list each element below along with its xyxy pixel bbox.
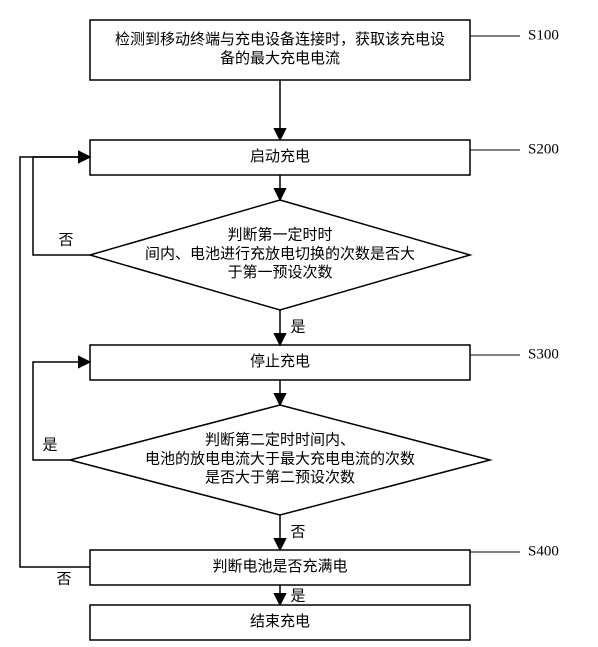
edge-label: 是 — [290, 588, 305, 604]
node-s300-line: 停止充电 — [250, 353, 310, 370]
edge-label: 是 — [42, 437, 57, 453]
node-s100-line: 检测到移动终端与充电设备连接时，获取该充电设 — [115, 31, 445, 48]
node-s400-line: 判断电池是否充满电 — [212, 558, 347, 575]
node-d1-line: 判断第一定时时 — [227, 226, 332, 244]
step-label: S400 — [528, 543, 559, 559]
node-d2-line: 是否大于第二预设次数 — [205, 468, 355, 486]
node-d2-line: 电池的放电电流大于最大充电电流的次数 — [145, 450, 415, 467]
edge-label: 否 — [290, 524, 305, 540]
node-d2-line: 判断第二定时时间内、 — [205, 431, 355, 449]
node-d1-line: 间内、电池进行充放电切换的次数是否大 — [145, 245, 415, 262]
step-label: S300 — [528, 346, 559, 362]
node-d1-line: 于第一预设次数 — [227, 263, 332, 281]
edge-label: 否 — [56, 571, 71, 587]
step-label: S200 — [528, 141, 559, 157]
edge-label: 是 — [290, 319, 305, 335]
node-s100-line: 备的最大充电电流 — [220, 50, 340, 67]
edge-label: 否 — [58, 232, 73, 248]
step-label: S100 — [528, 27, 559, 43]
node-end-line: 结束充电 — [250, 613, 310, 630]
node-s200-line: 启动充电 — [250, 148, 310, 165]
